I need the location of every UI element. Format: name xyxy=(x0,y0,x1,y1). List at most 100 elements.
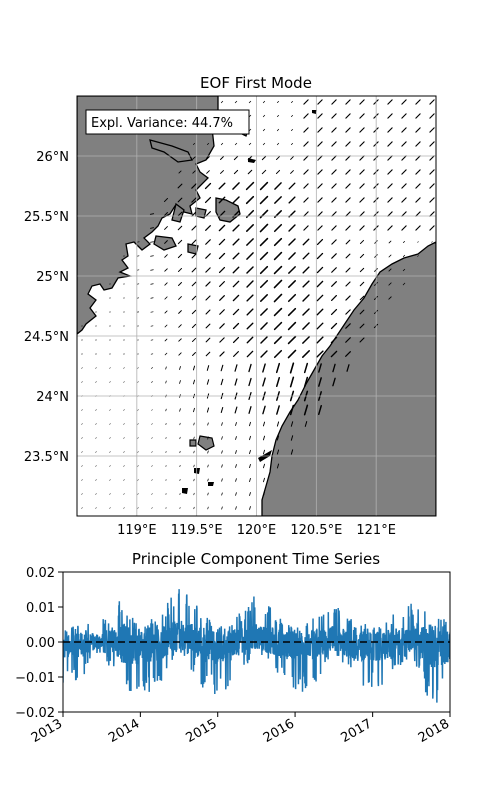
quiver-arrow xyxy=(235,506,237,510)
ts-xtick-label: 2016 xyxy=(261,716,297,746)
quiver-arrow xyxy=(287,293,297,303)
quiver-arrow xyxy=(289,404,295,416)
ts-ytick-label: 0.01 xyxy=(26,601,55,616)
quiver-arrow xyxy=(290,156,294,160)
taiwan-land xyxy=(261,241,436,516)
lon-tick-label: 120°E xyxy=(237,523,277,538)
ts-xtick-label: 2017 xyxy=(338,716,374,746)
quiver-arrow xyxy=(123,479,125,481)
quiver-arrow xyxy=(260,322,268,330)
quiver-arrow xyxy=(235,464,237,468)
quiver-arrow xyxy=(232,294,240,302)
quiver-arrow xyxy=(345,309,351,315)
quiver-arrow xyxy=(303,127,309,133)
quiver-arrow xyxy=(359,281,365,287)
quiver-arrow xyxy=(317,169,323,175)
quiver-arrow xyxy=(262,435,266,441)
ts-title: Principle Component Time Series xyxy=(132,550,380,568)
quiver-arrow xyxy=(205,211,211,217)
quiver-arrow xyxy=(276,405,280,415)
quiver-arrow xyxy=(218,238,226,246)
quiver-arrow xyxy=(345,197,351,203)
quiver-arrow xyxy=(245,181,255,191)
quiver-arrow xyxy=(287,321,297,331)
quiver-arrow xyxy=(246,308,254,316)
quiver-arrow xyxy=(331,155,337,161)
quiver-arrow xyxy=(164,338,168,342)
quiver-arrow xyxy=(178,324,182,328)
island xyxy=(189,439,197,447)
quiver-arrow xyxy=(331,127,337,133)
quiver-arrow xyxy=(401,183,407,189)
quiver-arrow xyxy=(388,296,392,300)
quiver-arrow xyxy=(246,350,254,358)
quiver-arrow xyxy=(259,251,269,261)
quiver-arrow xyxy=(123,437,125,439)
quiver-arrow xyxy=(345,267,351,273)
quiver-arrow xyxy=(164,324,168,328)
quiver-arrow xyxy=(415,99,421,105)
quiver-arrow xyxy=(345,295,351,301)
quiver-arrow xyxy=(302,336,310,344)
quiver-arrow xyxy=(303,183,309,189)
quiver-arrow xyxy=(247,155,253,161)
quiver-arrow xyxy=(137,367,139,369)
quiver-arrow xyxy=(431,241,433,243)
quiver-arrow xyxy=(165,380,167,384)
quiver-arrow xyxy=(192,352,196,356)
quiver-arrow xyxy=(137,409,139,411)
quiver-arrow xyxy=(303,211,309,217)
quiver-arrow xyxy=(164,352,168,356)
quiver-arrow xyxy=(137,381,139,383)
quiver-arrow xyxy=(218,196,226,204)
quiver-arrow xyxy=(123,409,125,411)
quiver-arrow xyxy=(246,224,254,232)
quiver-arrow xyxy=(331,169,337,175)
quiver-arrow xyxy=(249,492,251,496)
quiver-arrow xyxy=(331,225,337,231)
quiver-arrow xyxy=(302,266,310,274)
quiver-arrow xyxy=(165,408,167,412)
quiver-arrow xyxy=(164,296,168,300)
quiver-arrow xyxy=(177,183,183,189)
quiver-arrow xyxy=(262,405,266,415)
quiver-arrow xyxy=(303,141,309,147)
quiver-arrow xyxy=(415,155,421,161)
quiver-arrow xyxy=(123,493,125,495)
quiver-arrow xyxy=(274,182,282,190)
quiver-arrow xyxy=(303,197,309,203)
quiver-arrow xyxy=(303,404,309,416)
quiver-arrow xyxy=(81,381,83,383)
quiver-arrow xyxy=(164,254,168,258)
quiver-arrow xyxy=(234,364,238,372)
quiver-arrow xyxy=(191,281,197,287)
quiver-arrow xyxy=(345,323,351,329)
quiver-arrow xyxy=(205,239,211,245)
quiver-arrow xyxy=(193,407,195,413)
quiver-arrow xyxy=(220,156,224,160)
quiver-arrow xyxy=(288,224,296,232)
quiver-arrow xyxy=(303,155,309,161)
quiver-arrow xyxy=(331,239,337,245)
quiver-arrow xyxy=(262,100,266,104)
lat-tick-label: 25.5°N xyxy=(24,210,69,225)
island xyxy=(208,482,214,486)
quiver-arrow xyxy=(95,507,97,509)
quiver-arrow xyxy=(151,507,153,509)
quiver-arrow xyxy=(109,409,111,411)
quiver-arrow xyxy=(388,282,392,286)
quiver-arrow xyxy=(359,155,365,161)
quiver-arrow xyxy=(220,364,224,372)
quiver-arrow xyxy=(204,196,212,204)
quiver-arrow xyxy=(345,211,351,217)
quiver-arrow xyxy=(232,322,240,330)
quiver-arrow xyxy=(318,377,322,387)
quiver-arrow xyxy=(81,423,83,425)
quiver-arrow xyxy=(317,99,323,105)
quiver-arrow xyxy=(249,506,251,510)
quiver-arrow xyxy=(359,239,365,245)
ts-ytick-label: 0.00 xyxy=(26,636,55,651)
quiver-arrow xyxy=(273,237,283,247)
quiver-arrow xyxy=(207,450,209,454)
variance-label: Expl. Variance: 44.7% xyxy=(91,116,233,131)
